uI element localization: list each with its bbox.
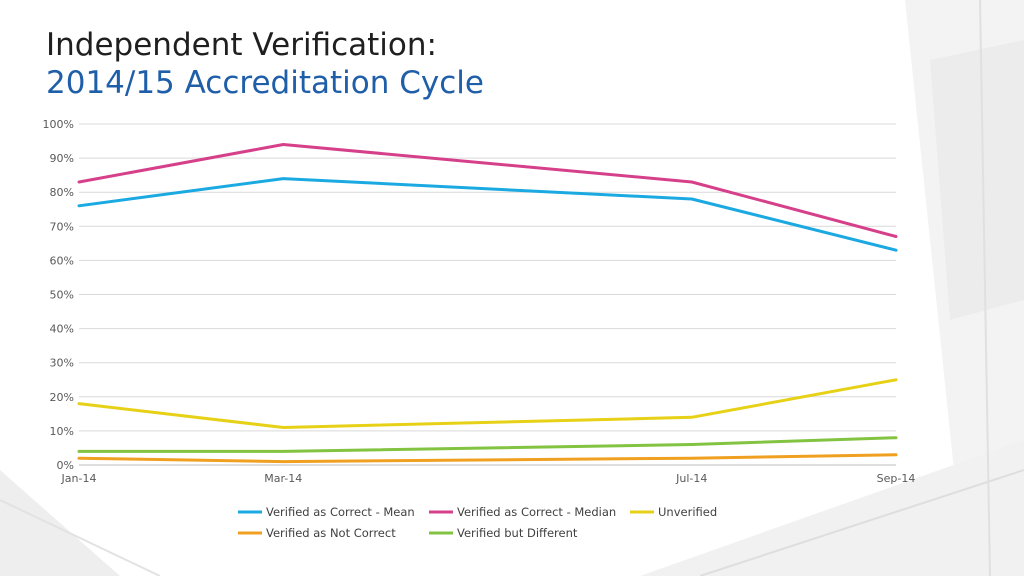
y-tick-label: 20%: [50, 391, 74, 404]
series-line: [77, 378, 898, 429]
legend-label: Verified but Different: [457, 526, 578, 540]
x-tick-label: Mar-14: [264, 472, 302, 485]
title-line-accent: 2014/15 Accreditation Cycle: [46, 65, 484, 101]
series-line: [77, 177, 898, 252]
title-line-primary: Independent Verification:: [46, 27, 437, 63]
y-tick-label: 0%: [57, 459, 74, 472]
legend: Verified as Correct - Mean Verified as Co…: [238, 505, 717, 540]
y-tick-label: 70%: [50, 220, 74, 233]
y-tick-label: 30%: [50, 357, 74, 370]
x-tick-label: Jul-14: [675, 472, 707, 485]
legend-label: Verified as Correct - Median: [457, 505, 616, 519]
y-tick-label: 80%: [50, 186, 74, 199]
series-lines: [77, 143, 898, 464]
y-tick-label: 60%: [50, 254, 74, 267]
slide-title: Independent Verification: 2014/15 Accred…: [46, 26, 484, 102]
y-tick-label: 10%: [50, 425, 74, 438]
y-axis-ticks: 0% 10% 20% 30% 40% 50% 60% 70% 80% 90% 100%: [43, 118, 74, 472]
series-line: [77, 436, 898, 453]
x-tick-label: Sep-14: [877, 472, 916, 485]
y-tick-label: 40%: [50, 323, 74, 336]
series-line: [77, 143, 898, 238]
y-tick-label: 100%: [43, 118, 74, 131]
series-line: [77, 453, 898, 464]
legend-label: Verified as Correct - Mean: [266, 505, 415, 519]
legend-label: Unverified: [658, 505, 717, 519]
legend-label: Verified as Not Correct: [266, 526, 396, 540]
gridlines: [79, 123, 896, 466]
x-axis-ticks: Jan-14 Mar-14 Jul-14 Sep-14: [61, 472, 916, 485]
x-tick-label: Jan-14: [61, 472, 97, 485]
y-tick-label: 50%: [50, 289, 74, 302]
y-tick-label: 90%: [50, 152, 74, 165]
